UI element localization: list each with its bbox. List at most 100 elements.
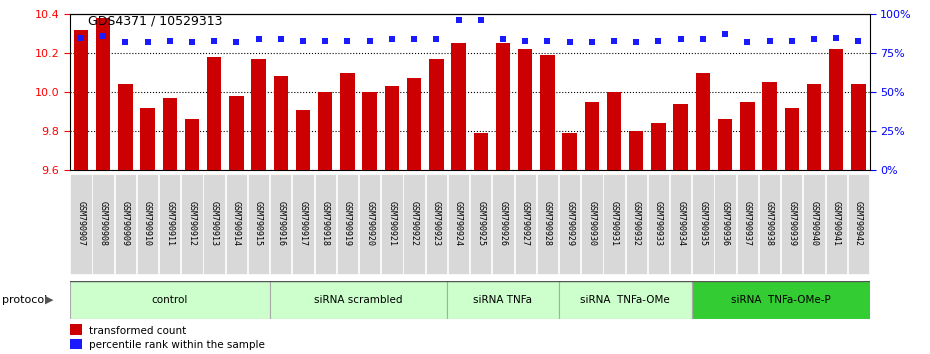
Text: GDS4371 / 10529313: GDS4371 / 10529313 [88,14,223,27]
Point [162,38,177,44]
Point [629,39,644,45]
Bar [785,108,799,170]
Bar [540,55,554,170]
Bar [359,174,380,274]
Bar [337,174,358,274]
Bar [604,174,625,274]
Point [806,36,821,42]
Bar [363,92,377,170]
Bar [559,174,580,274]
Text: GSM790936: GSM790936 [721,201,730,246]
Bar [737,174,758,274]
Bar [470,174,491,274]
Bar [848,174,870,274]
Text: ▶: ▶ [45,295,53,305]
Point [718,32,733,37]
Bar [448,174,470,274]
Text: GSM790912: GSM790912 [188,201,196,246]
Text: GSM790911: GSM790911 [166,201,174,246]
Bar [70,174,91,274]
Bar [514,174,536,274]
Bar [692,281,870,319]
Text: GSM790937: GSM790937 [743,201,751,246]
Bar [204,174,225,274]
Bar [229,96,244,170]
Bar [607,92,621,170]
Text: GSM790916: GSM790916 [276,201,286,246]
Bar [559,281,692,319]
Bar [114,174,136,274]
Bar [96,18,111,170]
Point [96,33,111,39]
Bar [340,73,354,170]
Bar [563,133,577,170]
Bar [426,174,447,274]
Bar [585,102,599,170]
Text: GSM790910: GSM790910 [143,201,152,246]
Bar [181,174,203,274]
Point [496,36,511,42]
Point [829,35,844,40]
Bar [159,174,180,274]
Text: GSM790942: GSM790942 [854,201,863,246]
Bar [518,49,532,170]
Text: GSM790940: GSM790940 [809,201,818,246]
Text: GSM790933: GSM790933 [654,201,663,246]
Bar [648,174,670,274]
Bar [429,59,444,170]
Bar [629,131,644,170]
Point [562,39,577,45]
Text: GSM790921: GSM790921 [388,201,396,246]
Bar [829,49,844,170]
Bar [118,84,132,170]
Point [318,38,333,44]
Text: GSM790931: GSM790931 [609,201,618,246]
Text: GSM790917: GSM790917 [299,201,308,246]
Text: GSM790914: GSM790914 [232,201,241,246]
Point [606,38,621,44]
Text: GSM790927: GSM790927 [521,201,530,246]
Bar [673,104,688,170]
Bar [296,110,311,170]
Point [206,38,221,44]
Bar [251,59,266,170]
Text: GSM790935: GSM790935 [698,201,708,246]
Bar [381,174,403,274]
Text: percentile rank within the sample: percentile rank within the sample [89,340,265,350]
Bar [70,281,270,319]
Text: siRNA  TNFa-OMe-P: siRNA TNFa-OMe-P [731,295,830,305]
Point [140,39,155,45]
Text: GSM790915: GSM790915 [254,201,263,246]
Point [784,38,799,44]
Point [540,38,555,44]
Text: control: control [152,295,188,305]
Point [651,38,666,44]
Point [73,35,88,40]
Bar [626,174,647,274]
Bar [404,174,425,274]
Point [384,36,399,42]
Text: protocol: protocol [2,295,47,305]
Bar [714,174,736,274]
Point [273,36,288,42]
Bar [759,174,780,274]
Bar [537,174,558,274]
Point [740,39,755,45]
Text: GSM790926: GSM790926 [498,201,508,246]
Bar [581,174,603,274]
Bar [73,30,88,170]
Text: GSM790922: GSM790922 [409,201,418,246]
Bar [447,281,559,319]
Text: GSM790908: GSM790908 [99,201,108,246]
Text: GSM790934: GSM790934 [676,201,685,246]
Point [184,39,199,45]
Point [362,38,377,44]
Text: siRNA scrambled: siRNA scrambled [314,295,403,305]
Text: transformed count: transformed count [89,326,187,336]
Bar [451,44,466,170]
Bar [318,92,332,170]
Bar [270,174,291,274]
Text: GSM790920: GSM790920 [365,201,374,246]
Point [762,38,777,44]
Point [229,39,244,45]
